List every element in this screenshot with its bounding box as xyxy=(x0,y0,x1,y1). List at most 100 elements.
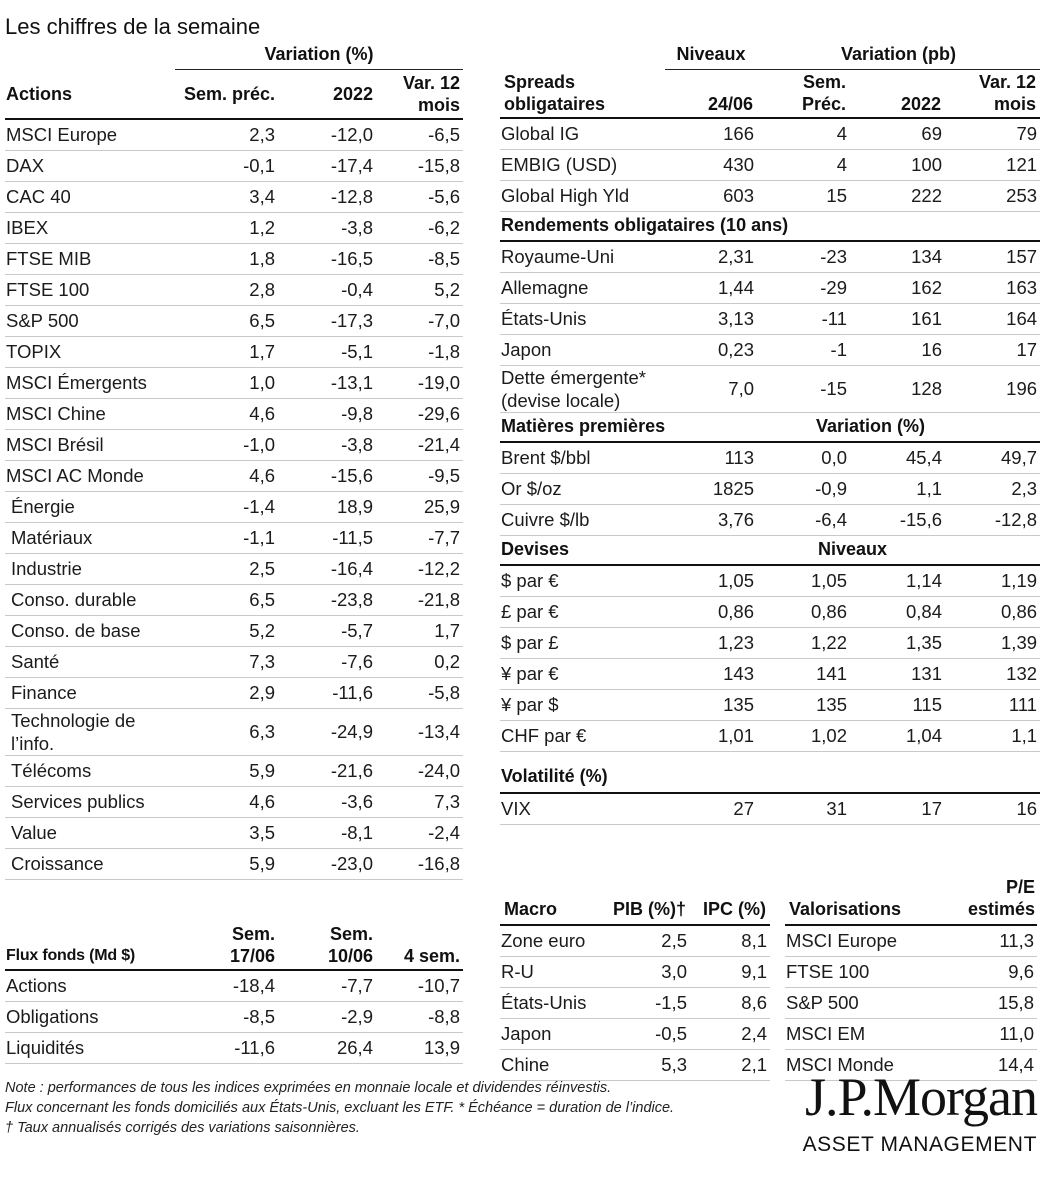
row-value: 7,3 xyxy=(175,646,278,678)
table-row: Services publics 4,6 -3,6 7,3 xyxy=(5,786,463,818)
table-row: CHF par €1,01 1,02 1,04 1,1 xyxy=(500,720,1041,752)
table-row: Industrie 2,5 -16,4 -12,2 xyxy=(5,553,463,585)
table-row: Santé 7,3 -7,6 0,2 xyxy=(5,646,463,678)
table-row: Allemagne 1,44 -29 162 163 xyxy=(500,272,1041,304)
table-row: Finance 2,9 -11,6 -5,8 xyxy=(5,677,463,709)
row-label: États-Unis xyxy=(500,303,665,335)
row-value: -16,4 xyxy=(278,553,376,585)
row-label: ¥ par € xyxy=(500,658,665,690)
row-value: -1,1 xyxy=(175,522,278,554)
row-label: Dette émergente* (devise locale) xyxy=(500,365,665,413)
section-title: Volatilité (%) xyxy=(500,751,1041,794)
row-value: 4 xyxy=(757,118,850,150)
row-value: 9,1 xyxy=(690,956,770,988)
row-value: 113 xyxy=(665,442,757,474)
row-value: 8,6 xyxy=(690,987,770,1019)
table-row: Croissance 5,9 -23,0 -16,8 xyxy=(5,848,463,880)
table-row: DAX -0,1 -17,4 -15,8 xyxy=(5,150,463,182)
section-title: Devises xyxy=(500,535,665,566)
row-value: 141 xyxy=(757,658,850,690)
col-header-week: Sem. Préc. xyxy=(757,69,850,119)
table-row: Royaume-Uni 2,31 -23 134 157 xyxy=(500,241,1041,273)
row-label: MSCI AC Monde xyxy=(5,460,175,492)
table-row: Liquidités -11,6 26,4 13,9 xyxy=(5,1032,463,1064)
row-value: 1,1 xyxy=(945,720,1041,752)
row-value: -10,7 xyxy=(376,970,463,1002)
row-value: -18,4 xyxy=(175,970,278,1002)
col-header-week-2: Sem. 10/06 xyxy=(278,915,376,971)
row-value: -23,0 xyxy=(278,848,376,880)
row-value: -2,4 xyxy=(376,817,463,849)
row-value: 69 xyxy=(850,118,945,150)
row-value: 161 xyxy=(850,303,945,335)
table-row: Obligations -8,5 -2,9 -8,8 xyxy=(5,1001,463,1033)
row-value: 1,14 xyxy=(850,565,945,597)
row-value: 4,6 xyxy=(175,460,278,492)
header-column-row: Valorisations P/E estimés xyxy=(785,865,1037,926)
row-value: -21,6 xyxy=(278,755,376,787)
row-label: Finance xyxy=(5,677,175,709)
row-value: 128 xyxy=(850,365,945,413)
row-value: 5,9 xyxy=(175,848,278,880)
row-value: 1,7 xyxy=(175,336,278,368)
row-value: -0,1 xyxy=(175,150,278,182)
row-value: 164 xyxy=(945,303,1041,335)
table-row: CAC 40 3,4 -12,8 -5,6 xyxy=(5,181,463,213)
row-value: 15,8 xyxy=(955,987,1037,1019)
row-value: -7,7 xyxy=(376,522,463,554)
header-group-row: Variation (%) xyxy=(5,40,463,70)
row-value: 143 xyxy=(665,658,757,690)
row-value: 15 xyxy=(757,180,850,212)
table-row: Global High Yld 603 15 222 253 xyxy=(500,180,1041,212)
row-value: -23 xyxy=(757,241,850,273)
row-value: 196 xyxy=(945,365,1041,413)
row-label: Matériaux xyxy=(5,522,175,554)
row-value: 253 xyxy=(945,180,1041,212)
section-header-row: Matières premières Variation (%) xyxy=(500,412,1041,443)
row-value: 1,23 xyxy=(665,627,757,659)
row-label: Télécoms xyxy=(5,755,175,787)
col-header-week-1-label: Sem. 17/06 xyxy=(229,924,275,966)
row-label: Liquidités xyxy=(5,1032,175,1064)
row-value: -11,5 xyxy=(278,522,376,554)
row-value: -15,6 xyxy=(278,460,376,492)
row-label: MSCI Monde xyxy=(785,1049,955,1081)
row-value: 135 xyxy=(665,689,757,721)
row-value: -8,5 xyxy=(175,1001,278,1033)
row-value: 1,02 xyxy=(757,720,850,752)
row-value: -15,6 xyxy=(850,504,945,536)
row-value: 4,6 xyxy=(175,786,278,818)
table-row: Énergie -1,4 18,9 25,9 xyxy=(5,491,463,523)
table-row: Matériaux -1,1 -11,5 -7,7 xyxy=(5,522,463,554)
row-value: 17 xyxy=(945,334,1041,366)
row-value: 162 xyxy=(850,272,945,304)
row-value: 2,1 xyxy=(690,1049,770,1081)
bonds-table-header: Niveaux Variation (pb) Spreads obligatai… xyxy=(500,40,1041,119)
table-row: Conso. durable 6,5 -23,8 -21,8 xyxy=(5,584,463,616)
table-row: Japon 0,23 -1 16 17 xyxy=(500,334,1041,366)
row-value: 7,3 xyxy=(376,786,463,818)
row-label: EMBIG (USD) xyxy=(500,149,665,181)
table-row: Actions -18,4 -7,7 -10,7 xyxy=(5,970,463,1002)
row-value: -6,5 xyxy=(376,119,463,151)
col-header-pe: P/E estimés xyxy=(955,865,1037,926)
row-value: 14,4 xyxy=(955,1049,1037,1081)
row-value: 157 xyxy=(945,241,1041,273)
row-value: 3,13 xyxy=(665,303,757,335)
table-row: États-Unis -1,5 8,6 xyxy=(500,987,770,1019)
col-header-actions: Actions xyxy=(5,69,175,120)
row-label: MSCI EM xyxy=(785,1018,955,1050)
table-row: S&P 500 6,5 -17,3 -7,0 xyxy=(5,305,463,337)
footnote: Flux concernant les fonds domiciliés aux… xyxy=(5,1100,675,1116)
row-value: -16,5 xyxy=(278,243,376,275)
row-value: 49,7 xyxy=(945,442,1041,474)
bonds-table: Niveaux Variation (pb) Spreads obligatai… xyxy=(500,40,1041,825)
row-label: Japon xyxy=(500,334,665,366)
row-label: FTSE MIB xyxy=(5,243,175,275)
table-row: EMBIG (USD) 430 4 100 121 xyxy=(500,149,1041,181)
row-value: 1,01 xyxy=(665,720,757,752)
row-label: $ par € xyxy=(500,565,665,597)
row-value: -3,8 xyxy=(278,212,376,244)
row-value: 2,31 xyxy=(665,241,757,273)
row-value: 45,4 xyxy=(850,442,945,474)
